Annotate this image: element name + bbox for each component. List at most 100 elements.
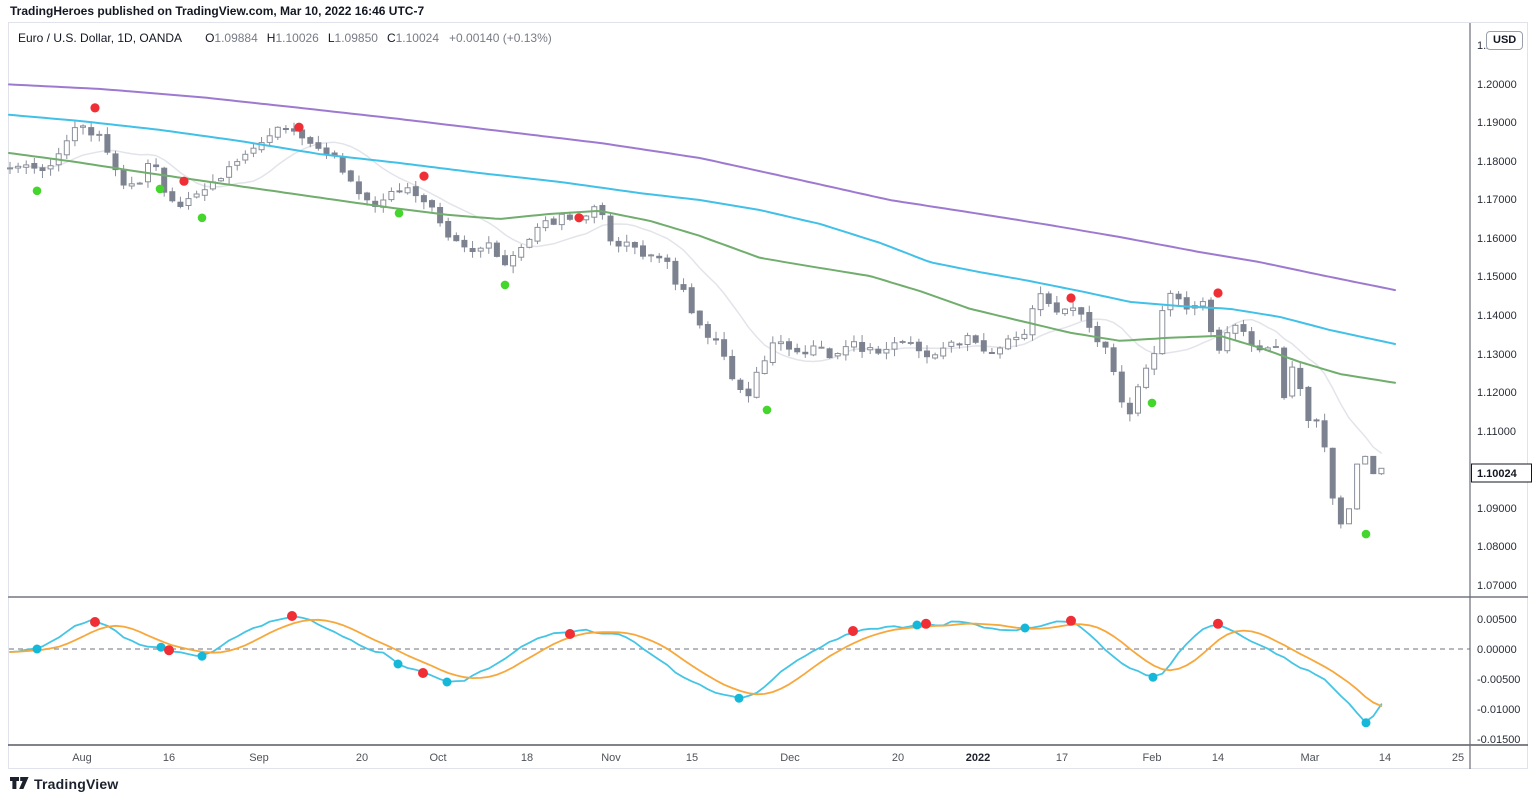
time-scale[interactable]: Aug 16 Sep 20 Oct 18 Nov 15 Dec 20 2022 17 Feb 14 Mar 1…	[72, 752, 1464, 764]
candle-body	[347, 170, 354, 182]
candle-body	[71, 127, 78, 142]
high-key: H	[266, 31, 276, 45]
time-tick-label: 18	[521, 752, 533, 764]
candle-body	[664, 257, 671, 262]
candle-body	[1086, 312, 1093, 328]
candle-body	[193, 193, 200, 198]
symbol-legend: Euro / U.S. Dollar, 1D, OANDA O1.09884 H1.…	[18, 31, 552, 45]
price-tick-label: 1.18000	[1477, 156, 1517, 168]
candle-body	[672, 260, 679, 285]
candle-body	[234, 161, 241, 166]
open-value: 1.09884	[214, 31, 258, 45]
candle-body	[177, 201, 184, 207]
candle-body	[891, 342, 898, 350]
tradingview-logo[interactable]: TradingView	[10, 776, 118, 792]
buy-signal-dot	[394, 208, 404, 218]
candle-body	[153, 164, 160, 168]
candle-body	[558, 213, 565, 226]
candle-body	[396, 190, 403, 193]
candle-body	[1143, 367, 1150, 388]
price-tick-label: 1.07000	[1477, 580, 1517, 592]
candle-body	[15, 165, 22, 169]
candle-body	[875, 348, 882, 354]
candle-body	[583, 215, 590, 221]
candle-body	[510, 255, 517, 267]
candle-body	[1183, 297, 1190, 310]
candle-body	[1313, 419, 1320, 422]
oscillator-cyan-dot	[1148, 672, 1158, 682]
ma-green-line	[8, 152, 1396, 384]
candle-body	[323, 147, 330, 155]
candle-body	[794, 347, 801, 353]
price-tick-label: 1.16000	[1477, 233, 1517, 245]
sell-signal-dot	[90, 103, 100, 113]
candle-body	[956, 343, 963, 346]
candle-body	[656, 255, 663, 259]
candle-body	[120, 169, 127, 186]
candle-body	[31, 163, 38, 169]
candle-body	[502, 255, 508, 266]
oscillator-cyan-dot	[393, 659, 403, 669]
oscillator-red-dot	[921, 618, 931, 629]
close-key: C	[386, 31, 396, 45]
oscillator-cyan-dot	[442, 677, 452, 687]
time-tick-label: Oct	[429, 752, 446, 764]
ma-cyan-line	[8, 113, 1396, 345]
price-tick-label: 1.17000	[1477, 194, 1517, 206]
candle-body	[640, 245, 646, 257]
candle-body	[997, 347, 1003, 355]
candle-body	[526, 238, 533, 248]
sell-signal-dot	[1213, 288, 1223, 298]
candle-body	[915, 341, 922, 352]
time-tick-label: Dec	[780, 752, 800, 764]
candle-body	[339, 156, 346, 173]
candle-body	[826, 348, 833, 359]
candle-body	[899, 341, 906, 343]
time-tick-label: 20	[892, 752, 904, 764]
price-tick-label: 1.11000	[1477, 426, 1516, 438]
last-price-label-box	[1471, 463, 1532, 483]
candle-body	[1135, 386, 1141, 414]
candle-body	[185, 198, 192, 207]
buy-signal-dot	[500, 280, 510, 290]
buy-signal-dot	[32, 186, 42, 196]
candle-body	[777, 341, 784, 345]
candle-body	[128, 183, 135, 187]
candle-body	[688, 287, 695, 314]
oscillator-red-dot	[1213, 618, 1223, 629]
candle-body	[599, 205, 606, 216]
oscillator-tick-label: 0.00000	[1477, 644, 1517, 656]
candle-body	[250, 147, 257, 154]
candle-body	[453, 235, 460, 242]
price-pane[interactable]	[7, 83, 1396, 539]
price-scale[interactable]: 1.210001.200001.190001.180001.170001.160…	[1471, 40, 1532, 746]
candle-body	[867, 347, 874, 351]
candle-body	[615, 240, 622, 247]
candle-body	[1208, 299, 1214, 333]
time-tick-label: 16	[163, 752, 175, 764]
candle-body	[607, 215, 614, 242]
candle-body	[680, 284, 687, 290]
oscillator-pane[interactable]	[9, 611, 1470, 728]
candle-body	[818, 346, 825, 349]
candle-body	[1029, 308, 1036, 336]
candle-body	[1094, 326, 1101, 343]
sell-signal-dot	[419, 171, 429, 181]
currency-toggle-button[interactable]: USD	[1486, 31, 1524, 50]
tradingview-logo-text: TradingView	[34, 776, 119, 792]
low-value: 1.09850	[334, 31, 378, 45]
candle-body	[729, 356, 736, 380]
candle-body	[315, 142, 322, 149]
candle-body	[437, 207, 444, 224]
candle-body	[1126, 402, 1133, 415]
candle-body	[1045, 293, 1052, 304]
change-value: +0.00140 (+0.13%)	[449, 31, 552, 45]
oscillator-tick-label: -0.01000	[1477, 704, 1520, 716]
buy-signal-dot	[762, 405, 772, 415]
close-value: 1.10024	[395, 31, 439, 45]
oscillator-red-dot	[164, 645, 174, 656]
candle-body	[769, 342, 776, 363]
candle-body	[7, 167, 13, 170]
candle-body	[534, 226, 541, 242]
